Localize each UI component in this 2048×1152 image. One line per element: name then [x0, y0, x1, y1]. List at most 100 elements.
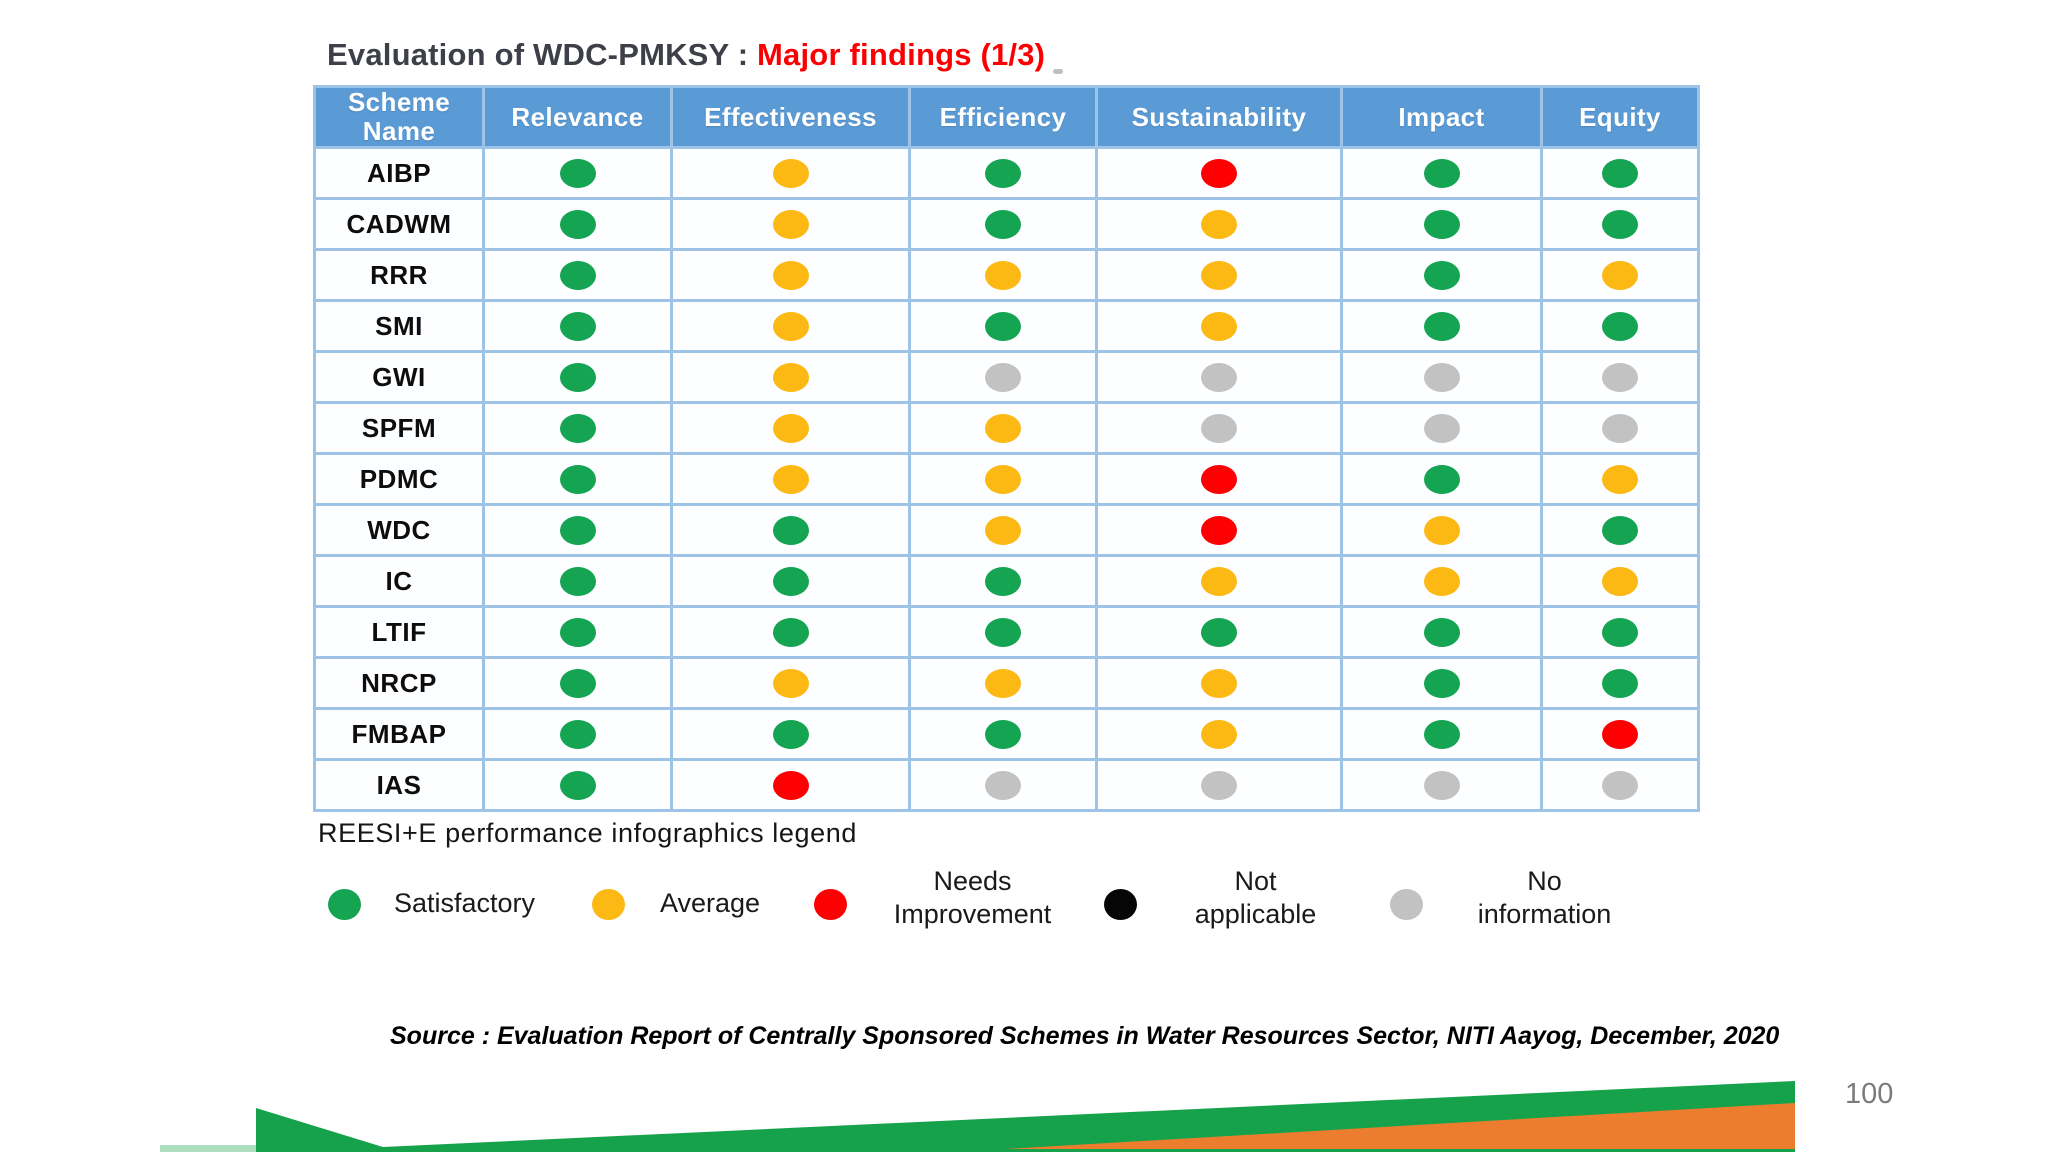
- rating-dot-green: [985, 311, 1021, 341]
- rating-dot-red: [772, 770, 809, 800]
- rating-dot-yellow: [1602, 464, 1638, 494]
- column-header: Impact: [1340, 84, 1543, 150]
- rating-cell: [482, 299, 673, 354]
- rating-dot-yellow: [1602, 566, 1638, 596]
- rating-dot-gray: [1602, 770, 1638, 800]
- rating-dot-yellow: [1201, 668, 1237, 698]
- rating-cell: [1095, 758, 1343, 813]
- table-row: SPFM: [313, 401, 1700, 456]
- rating-cell: [1340, 503, 1543, 558]
- rating-dot-gray: [1602, 413, 1638, 443]
- rating-dot-yellow: [985, 464, 1021, 494]
- rating-dot-yellow: [1602, 260, 1638, 290]
- rating-cell: [1340, 758, 1543, 813]
- title-highlight: Major findings (1/3): [757, 36, 1046, 72]
- rating-dot-green: [559, 770, 596, 800]
- legend-label: Not applicable: [1194, 866, 1317, 929]
- rating-cell: [670, 350, 911, 405]
- evaluation-table-container: Scheme Name Relevance Effectiveness Efficie…: [313, 84, 1700, 813]
- rating-cell: [908, 452, 1098, 507]
- rating-dot-green: [559, 566, 596, 596]
- rating-cell: [670, 758, 911, 813]
- rating-cell: [1540, 554, 1700, 609]
- scheme-name: PDMC: [313, 452, 485, 507]
- rating-cell: [1540, 707, 1700, 762]
- rating-cell: [1340, 452, 1543, 507]
- rating-dot-gray: [1423, 362, 1460, 392]
- column-header: Efficiency: [908, 84, 1098, 150]
- rating-dot-green: [559, 668, 596, 698]
- legend-label: Needs Improvement: [893, 866, 1052, 929]
- rating-dot-green: [985, 617, 1021, 647]
- rating-dot-green: [985, 566, 1021, 596]
- rating-cell: [1540, 197, 1700, 252]
- column-header: Scheme Name: [313, 84, 485, 150]
- rating-cell: [670, 554, 911, 609]
- table-row: SMI: [313, 299, 1700, 354]
- table-row: FMBAP: [313, 707, 1700, 762]
- rating-cell: [1540, 452, 1700, 507]
- rating-cell: [1340, 248, 1543, 303]
- rating-cell: [1340, 197, 1543, 252]
- column-header: Effectiveness: [670, 84, 911, 150]
- rating-cell: [670, 452, 911, 507]
- rating-dot-yellow: [985, 260, 1021, 290]
- rating-cell: [482, 401, 673, 456]
- rating-dot-yellow: [1201, 260, 1237, 290]
- rating-cell: [482, 452, 673, 507]
- rating-cell: [1095, 350, 1343, 405]
- rating-dot-green: [1423, 719, 1460, 749]
- table-row: CADWM: [313, 197, 1700, 252]
- rating-cell: [1540, 350, 1700, 405]
- rating-cell: [1095, 401, 1343, 456]
- rating-dot-yellow: [772, 260, 809, 290]
- table-row: IAS: [313, 758, 1700, 813]
- rating-dot-green: [985, 719, 1021, 749]
- rating-dot-green: [559, 413, 596, 443]
- rating-cell: [482, 554, 673, 609]
- rating-dot-gray: [1423, 413, 1460, 443]
- rating-dot-green: [985, 158, 1021, 188]
- rating-cell: [1540, 605, 1700, 660]
- table-body: AIBP CADWM RRR SMI GWI SPFM PDMC WDC IC LTIF NRCP F…: [313, 146, 1700, 813]
- rating-dot-gray: [1602, 362, 1638, 392]
- rating-dot-yellow: [772, 668, 809, 698]
- rating-cell: [908, 554, 1098, 609]
- scheme-name: RRR: [313, 248, 485, 303]
- rating-dot-yellow: [772, 413, 809, 443]
- rating-dot-green: [1602, 668, 1638, 698]
- rating-cell: [670, 503, 911, 558]
- rating-dot-gray: [1201, 413, 1237, 443]
- rating-cell: [670, 707, 911, 762]
- rating-cell: [670, 197, 911, 252]
- rating-dot-gray: [1201, 770, 1237, 800]
- rating-dot-green: [1602, 158, 1638, 188]
- rating-cell: [482, 758, 673, 813]
- rating-dot-yellow: [1201, 566, 1237, 596]
- scheme-name: NRCP: [313, 656, 485, 711]
- rating-cell: [1340, 146, 1543, 201]
- rating-cell: [908, 299, 1098, 354]
- rating-cell: [482, 197, 673, 252]
- rating-cell: [670, 656, 911, 711]
- rating-cell: [1340, 707, 1543, 762]
- rating-dot-green: [559, 515, 596, 545]
- rating-dot-green: [559, 311, 596, 341]
- rating-cell: [908, 758, 1098, 813]
- legend-label: Average: [660, 888, 761, 918]
- rating-cell: [908, 503, 1098, 558]
- page-title: Evaluation of WDC-PMKSY : Major findings…: [327, 37, 1045, 73]
- rating-dot-green: [559, 209, 596, 239]
- rating-dot-gray: [985, 362, 1021, 392]
- column-header: Sustainability: [1095, 84, 1343, 150]
- table-row: LTIF: [313, 605, 1700, 660]
- rating-dot-green: [1201, 617, 1237, 647]
- rating-dot-green: [1423, 209, 1460, 239]
- legend-dot-gray: [1390, 889, 1423, 920]
- rating-cell: [482, 656, 673, 711]
- scheme-name: WDC: [313, 503, 485, 558]
- rating-dot-yellow: [772, 209, 809, 239]
- table-row: AIBP: [313, 146, 1700, 201]
- scan-artifact-mark: [1053, 69, 1063, 74]
- rating-cell: [1340, 605, 1543, 660]
